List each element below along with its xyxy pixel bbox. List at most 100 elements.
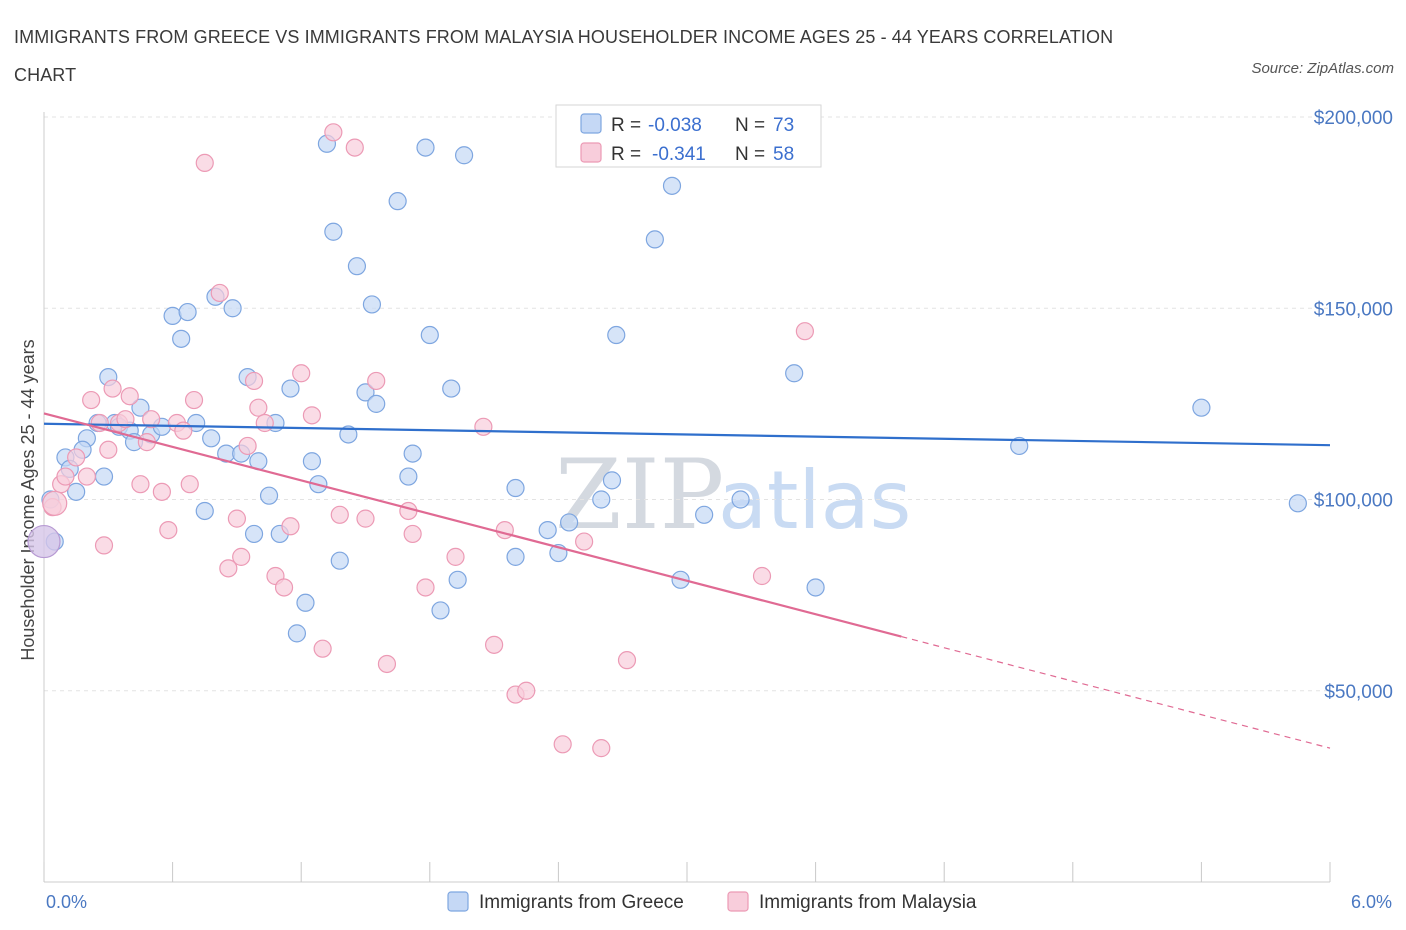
malaysia-point [142,410,161,429]
bottom-legend-label-malaysia: Immigrants from Malaysia [759,892,977,913]
y-tick-label: $150,000 [1314,299,1393,320]
bottom-legend-label-greece: Immigrants from Greece [479,892,684,913]
greece-point [602,471,622,490]
greece-point [67,482,86,501]
greece-point [806,578,825,597]
legend-n-label-greece: N = [735,115,765,136]
greece-point [1192,398,1211,417]
malaysia-point [249,398,268,417]
legend-n-value-malaysia: 58 [773,144,794,165]
malaysia-point-medium [42,490,68,516]
malaysia-point [255,413,274,433]
greece-point [287,624,307,643]
malaysia-point [184,390,204,410]
greece-point [356,383,375,402]
source-credit: Source: ZipAtlas.com [1251,60,1394,77]
greece-point [442,379,461,398]
malaysia-point [399,501,418,521]
malaysia-point [330,505,349,524]
chart-title: IMMIGRANTS FROM GREECE VS IMMIGRANTS FRO… [14,27,1114,85]
legend-r-value-malaysia: -0.341 [652,144,706,165]
legend-n-label-malaysia: N = [735,144,765,165]
greece-point [324,222,343,241]
greece-point [362,295,382,314]
malaysia-point [416,578,435,597]
greece-point [538,520,557,540]
malaysia-point [377,654,397,674]
greece-point [259,486,279,505]
malaysia-point [99,440,118,459]
malaysia-point [575,532,594,551]
malaysia-point [77,467,96,486]
y-tick-label: $200,000 [1314,108,1393,129]
legend-r-value-greece: -0.038 [648,115,702,136]
greece-point [785,364,804,383]
greece-point [695,505,714,524]
malaysia-point [313,639,332,658]
malaysia-point [82,390,101,410]
correlation-legend: R = -0.038 N = 73 R = -0.341 N = 58 [555,104,822,168]
malaysia-point [324,123,343,142]
malaysia-point [152,482,171,501]
malaysia-point [159,520,178,540]
greece-point [645,230,664,249]
greece-point [330,551,349,570]
malaysia-point [219,559,238,578]
greece-point [1010,436,1029,456]
malaysia-point [592,739,611,758]
malaysia-point [238,436,257,456]
malaysia-point [345,138,364,157]
malaysia-point [474,417,493,436]
greece-point [607,325,626,345]
series-malaysia-points [27,123,814,758]
malaysia-point [403,524,422,544]
x-axis-ticks [43,862,1331,882]
legend-n-value-greece: 73 [773,115,794,136]
watermark-atlas: atlas [718,454,911,547]
grid-lines [44,116,1330,692]
malaysia-point [120,387,139,406]
malaysia-point [210,283,229,303]
greece-point [403,444,422,463]
malaysia-point [795,322,814,341]
malaysia-point [227,509,246,528]
greece-point [94,467,114,486]
malaysia-point [302,406,322,425]
greece-point [448,570,467,589]
greece-point [367,394,386,413]
malaysia-point [752,566,772,586]
greece-point [223,299,242,318]
greece-point [399,467,418,486]
greece-point [506,478,525,498]
legend-swatch-malaysia [580,142,602,163]
malaysia-point [367,371,386,391]
legend-r-label-malaysia: R = [611,144,641,165]
bottom-legend-swatch-greece [447,891,469,912]
y-tick-label: $100,000 [1314,491,1393,512]
greece-point [131,398,150,417]
malaysia-point [244,371,264,391]
malaysia-point [195,153,214,172]
y-tick-label: $50,000 [1324,682,1393,703]
greece-point [388,192,407,211]
malaysia-point [56,467,75,486]
greece-point [1288,494,1307,513]
malaysia-point [174,421,193,440]
greece-point [302,452,322,471]
greece-point [731,490,750,509]
greece-point [420,325,439,345]
malaysia-point [292,364,311,383]
malaysia-point [281,517,300,536]
malaysia-point [274,578,294,597]
x-tick-label-min: 0.0% [46,892,87,912]
greece-point [506,547,525,566]
malaysia-point [553,735,572,754]
x-tick-label-max: 6.0% [1351,892,1392,912]
malaysia-point [67,448,86,467]
greece-point [347,257,367,276]
y-tick-labels: $50,000 $100,000 $150,000 $200,000 [1314,108,1393,703]
greece-point [163,306,182,325]
malaysia-point [617,651,637,670]
malaysia-point-large [27,524,61,559]
